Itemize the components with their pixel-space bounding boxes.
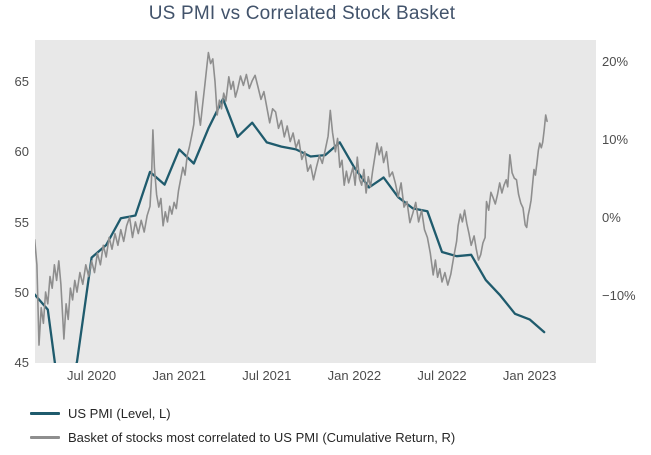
basket-line-series: [35, 51, 548, 346]
x-tick-label: Jan 2021: [152, 368, 206, 383]
y-right-tick-label: −10%: [602, 288, 636, 303]
x-tick-label: Jul 2022: [417, 368, 467, 383]
y-left-tick-label: 50: [14, 284, 29, 300]
y-right-tick-label: 20%: [602, 54, 629, 69]
x-tick-label: Jul 2020: [67, 368, 117, 383]
y-left-tick-label: 65: [14, 74, 29, 89]
basket-line-swatch: [30, 436, 60, 439]
x-tick-label: Jan 2023: [502, 368, 557, 383]
legend-item-pmi: US PMI (Level, L): [30, 406, 455, 421]
legend: US PMI (Level, L) Basket of stocks most …: [30, 406, 455, 445]
pmi-legend-label: US PMI (Level, L): [68, 406, 171, 421]
pmi-line-swatch: [30, 412, 60, 415]
plot-area: [35, 40, 596, 363]
x-tick-label: Jan 2022: [327, 368, 382, 383]
y-left-tick-label: 60: [14, 144, 29, 160]
y-left-tick-label: 45: [14, 355, 29, 370]
pmi-line-series: [35, 97, 546, 363]
chart-title: US PMI vs Correlated Stock Basket: [148, 3, 456, 24]
y-left-tick-label: 55: [14, 214, 29, 230]
basket-legend-label: Basket of stocks most correlated to US P…: [68, 430, 456, 445]
legend-item-basket: Basket of stocks most correlated to US P…: [30, 430, 455, 445]
y-right-tick-label: 10%: [602, 132, 629, 147]
y-right-tick-label: 0%: [602, 210, 621, 225]
x-tick-label: Jul 2021: [242, 368, 292, 383]
